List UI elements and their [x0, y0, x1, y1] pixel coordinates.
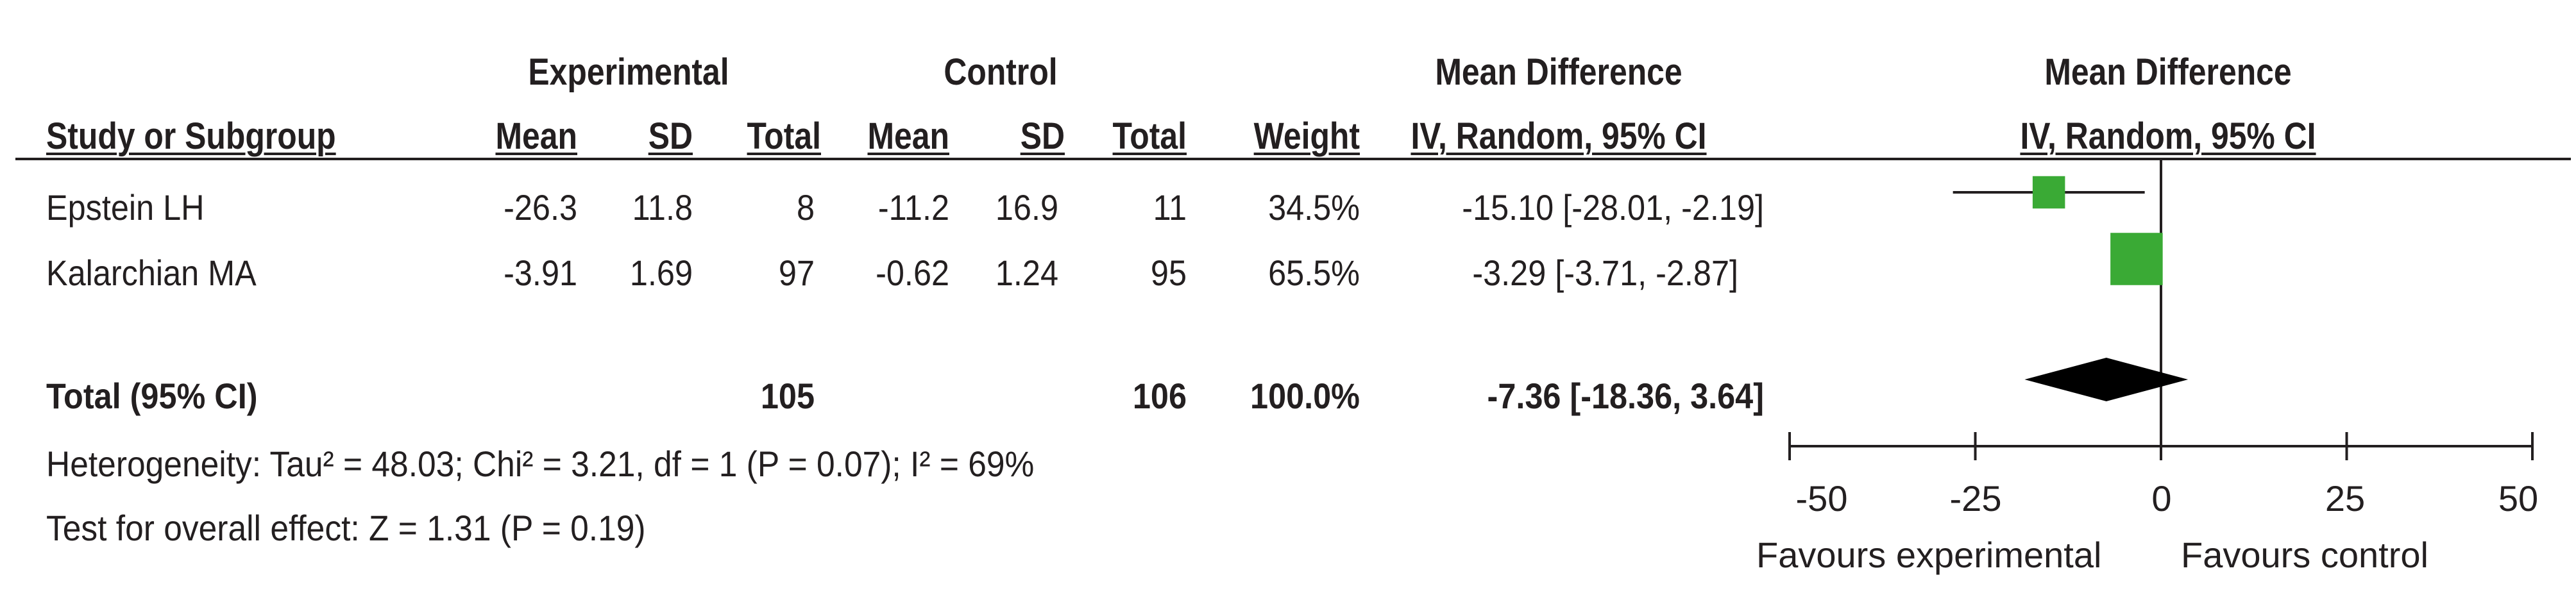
axis-tick-label: 50	[2498, 478, 2539, 519]
exp-total-header: Total	[747, 115, 821, 157]
plot-header: Mean Difference	[2044, 51, 2292, 93]
total-exp-cell: 105	[760, 376, 815, 416]
axis-tick-label: 0	[2151, 478, 2172, 519]
exp-total-cell: 97	[778, 253, 815, 293]
pooled-estimate-diamond	[2024, 358, 2189, 401]
total-ctl-cell: 106	[1132, 376, 1187, 416]
control-group-header: Control	[944, 51, 1058, 93]
exp-mean-cell: -3.91	[504, 253, 577, 293]
exp-sd-header: SD	[648, 115, 693, 157]
ci-cell: -15.10 [-28.01, -2.19]	[1462, 187, 1764, 228]
overall-effect-text: Test for overall effect: Z = 1.31 (P = 0…	[46, 508, 646, 548]
md-subheader: IV, Random, 95% CI	[1411, 115, 1707, 157]
study-estimate-marker	[2110, 233, 2163, 285]
ctl-total-header: Total	[1112, 115, 1187, 157]
study-column-header: Study or Subgroup	[46, 115, 336, 157]
ctl-sd-cell: 16.9	[995, 187, 1058, 228]
favours-control-label: Favours control	[2181, 535, 2428, 575]
header-divider	[15, 158, 2571, 160]
ctl-total-cell: 11	[1153, 187, 1187, 228]
experimental-group-header: Experimental	[528, 51, 729, 93]
ctl-mean-cell: -0.62	[876, 253, 949, 293]
total-weight-cell: 100.0%	[1250, 376, 1360, 416]
heterogeneity-text: Heterogeneity: Tau² = 48.03; Chi² = 3.21…	[46, 444, 1035, 484]
favours-experimental-label: Favours experimental	[1756, 535, 2102, 575]
ctl-total-cell: 95	[1150, 253, 1187, 293]
ctl-mean-cell: -11.2	[877, 187, 949, 228]
axis-tick-label: 25	[2325, 478, 2366, 519]
ctl-mean-header: Mean	[867, 115, 949, 157]
ctl-sd-cell: 1.24	[995, 253, 1058, 293]
study-name: Epstein LH	[46, 187, 205, 228]
exp-total-cell: 8	[796, 187, 815, 228]
md-header: Mean Difference	[1435, 51, 1682, 93]
exp-sd-cell: 11.8	[632, 187, 693, 228]
weight-cell: 65.5%	[1268, 253, 1360, 293]
exp-mean-header: Mean	[495, 115, 577, 157]
total-label: Total (95% CI)	[46, 376, 258, 416]
total-ci-cell: -7.36 [-18.36, 3.64]	[1487, 376, 1764, 416]
study-name: Kalarchian MA	[46, 253, 257, 293]
exp-sd-cell: 1.69	[629, 253, 693, 293]
weight-header: Weight	[1253, 115, 1360, 157]
exp-mean-cell: -26.3	[504, 187, 577, 228]
axis-tick-label: -25	[1949, 478, 2002, 519]
study-estimate-marker	[2032, 176, 2065, 209]
ci-cell: -3.29 [-3.71, -2.87]	[1472, 253, 1738, 293]
ctl-sd-header: SD	[1020, 115, 1065, 157]
weight-cell: 34.5%	[1268, 187, 1360, 228]
axis-tick-label: -50	[1795, 478, 1848, 519]
plot-subheader: IV, Random, 95% CI	[2020, 115, 2316, 157]
